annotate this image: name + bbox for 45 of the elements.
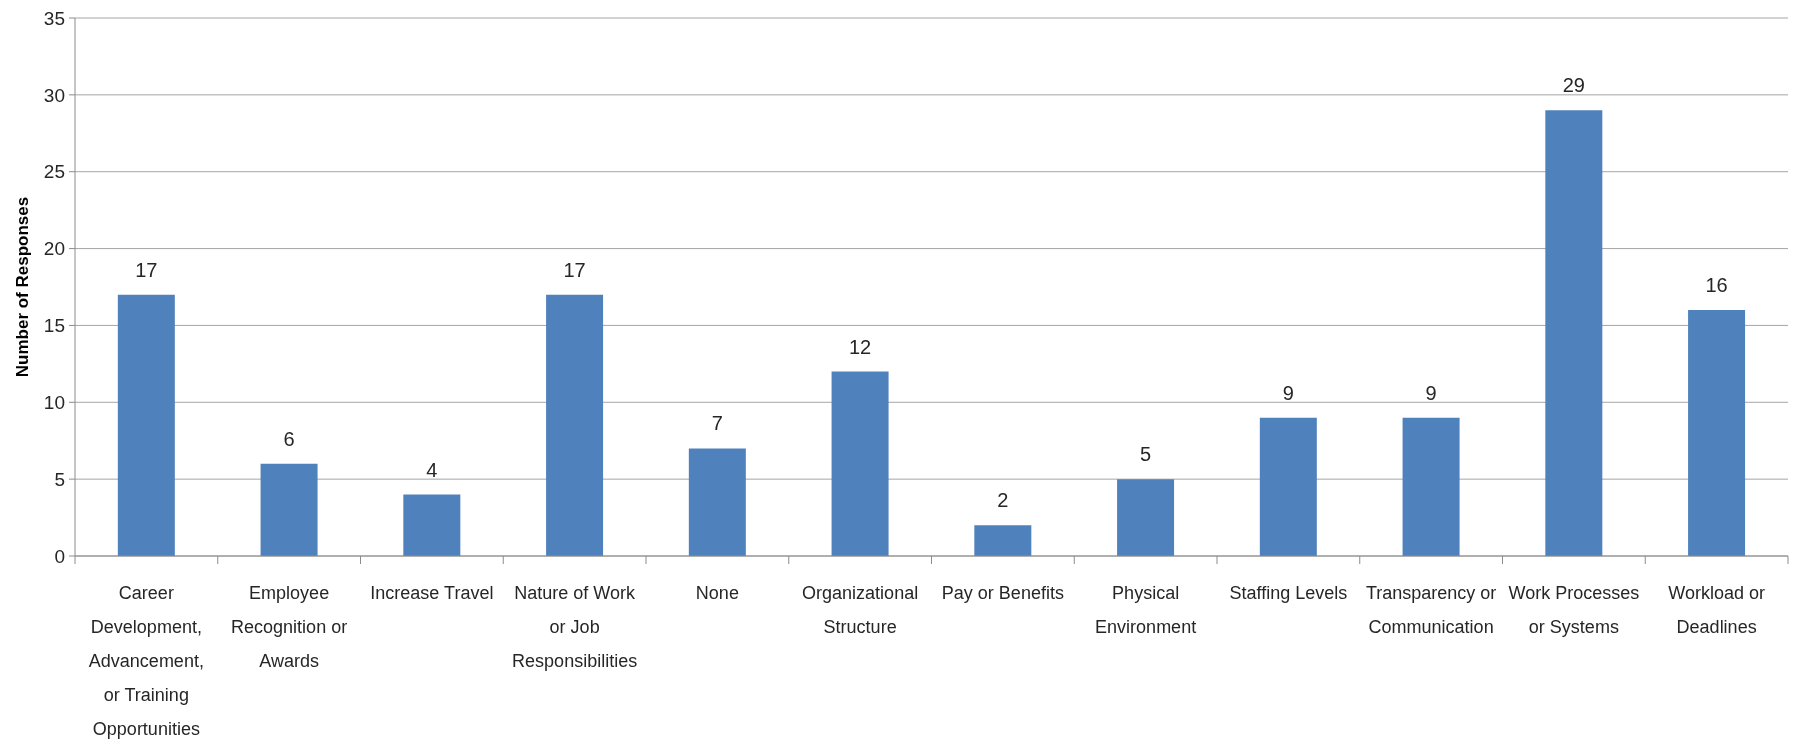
- bar: [117, 294, 175, 556]
- x-tick-label: Work Processes or Systems: [1508, 583, 1640, 637]
- bar: [1402, 417, 1460, 556]
- data-label: 6: [283, 427, 295, 450]
- data-label: 4: [426, 458, 438, 481]
- y-axis-title: Number of Responses: [12, 196, 32, 378]
- x-tick-label: Nature of Work or Job Responsibilities: [512, 583, 638, 671]
- data-label: 2: [997, 489, 1009, 512]
- bar: [1545, 110, 1603, 556]
- y-tick-label: 15: [43, 315, 65, 337]
- data-label: 9: [1425, 381, 1437, 404]
- y-tick-label: 20: [43, 238, 65, 260]
- data-label: 5: [1140, 443, 1152, 466]
- bar: [831, 371, 889, 556]
- x-tick-label: Organizational Structure: [802, 583, 919, 637]
- y-tick-label: 30: [43, 84, 65, 106]
- x-tick-label: Staffing Levels: [1229, 583, 1348, 603]
- bar: [1259, 417, 1317, 556]
- data-label: 17: [135, 258, 158, 281]
- x-tick-label: Career Development, Advancement, or Training Opportunities: [88, 583, 204, 739]
- bar: [1117, 479, 1175, 556]
- bar: [1688, 310, 1746, 556]
- data-label: 12: [848, 335, 872, 358]
- y-tick-label: 10: [43, 392, 65, 414]
- bar: [688, 448, 746, 556]
- x-tick-label: None: [695, 583, 739, 603]
- bar: [974, 525, 1032, 556]
- y-tick-label: 5: [54, 468, 65, 490]
- data-label: 16: [1705, 274, 1728, 297]
- data-label: 7: [711, 412, 723, 435]
- bar: [403, 494, 461, 556]
- data-label: 29: [1562, 74, 1585, 97]
- data-label: 17: [563, 258, 586, 281]
- x-tick-label: Transparency or Communication: [1365, 583, 1497, 637]
- x-tick-label: Pay or Benefits: [941, 583, 1064, 603]
- y-tick-label: 25: [43, 161, 65, 183]
- x-tick-label: Workload or Deadlines: [1668, 583, 1765, 637]
- data-label: 9: [1282, 381, 1294, 404]
- x-tick-label: Increase Travel: [370, 583, 494, 603]
- y-tick-label: 0: [54, 545, 65, 567]
- bar: [546, 294, 604, 556]
- x-tick-label: Employee Recognition or Awards: [231, 583, 348, 671]
- bar: [260, 463, 318, 556]
- y-tick-label: 35: [43, 7, 65, 29]
- x-tick-label: Physical Environment: [1095, 583, 1197, 637]
